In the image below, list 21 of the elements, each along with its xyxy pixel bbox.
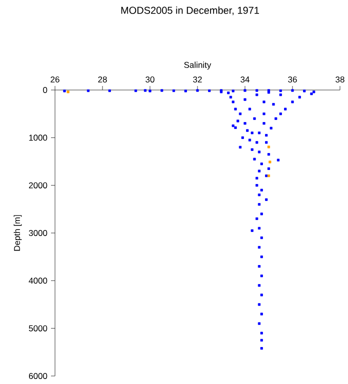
y-tick-label: 6000 <box>28 372 48 379</box>
x-tick-label: 26 <box>50 76 60 82</box>
x-axis-title: Salinity <box>184 62 212 70</box>
y-tick-label: 2000 <box>28 182 48 188</box>
y-tick-label: 4000 <box>28 278 48 284</box>
chart-title: MODS2005 in December, 1971 <box>121 6 259 16</box>
x-tick-label: 34 <box>240 76 250 82</box>
x-tick-label: 32 <box>193 76 202 82</box>
point <box>267 146 270 148</box>
y-tick-label: 1000 <box>29 134 48 141</box>
x-tick-label: 28 <box>98 76 107 82</box>
y-axis-title: Depth [m] <box>14 215 22 251</box>
x-tick-label: 36 <box>288 76 297 82</box>
point <box>66 90 70 94</box>
y-tick-label: 3000 <box>28 230 48 236</box>
point <box>268 160 272 164</box>
x-tick-label: 30 <box>146 76 154 82</box>
y-tick-label: 5000 <box>28 325 48 332</box>
point <box>267 174 270 178</box>
x-tick-label: 38 <box>336 76 344 82</box>
y-tick-label: 0 <box>43 87 48 94</box>
